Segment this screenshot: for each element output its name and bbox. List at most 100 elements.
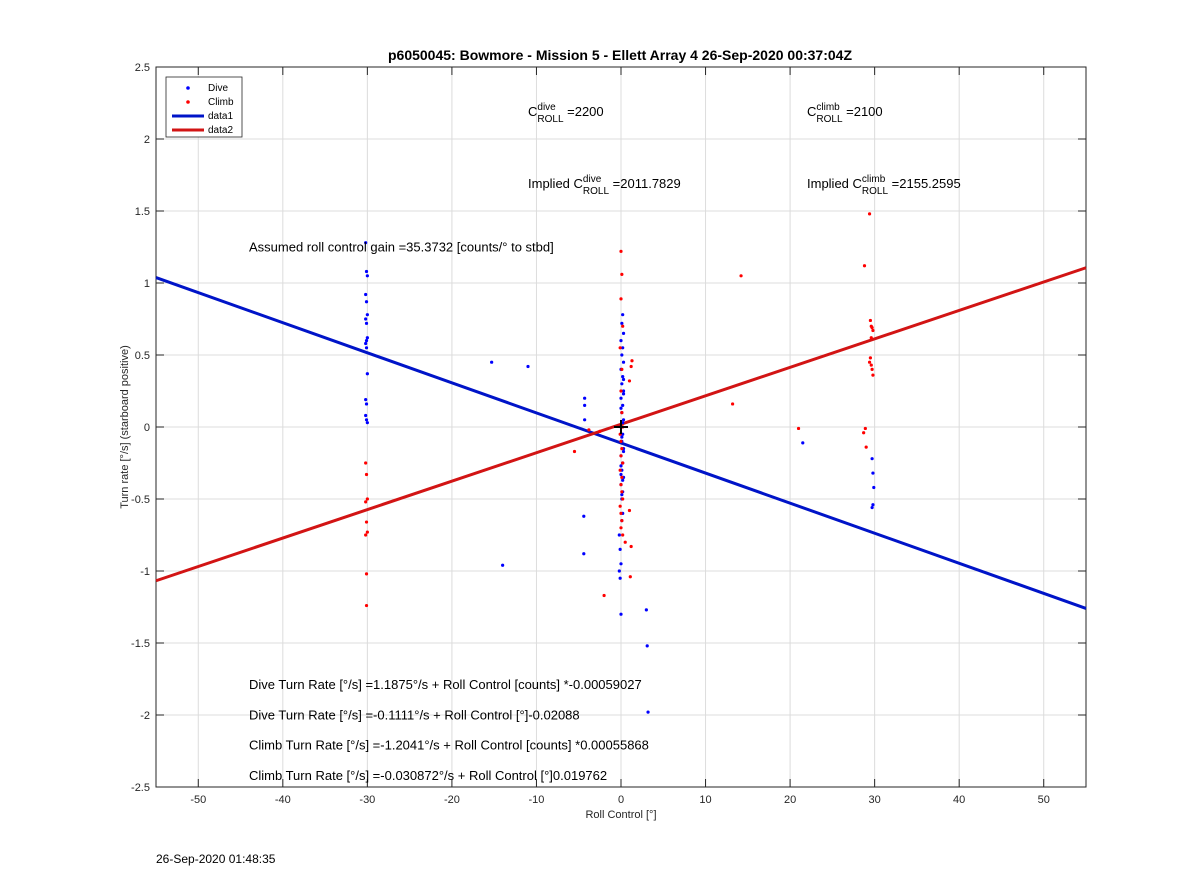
data-point-dive — [620, 321, 624, 325]
data-point-climb — [629, 364, 633, 369]
data-point-dive — [619, 464, 623, 468]
annotation-cclimb: Cclimb ROLL =2100 — [807, 102, 883, 125]
data-point-climb — [623, 540, 627, 544]
data-point-climb — [628, 575, 632, 579]
data-point-climb — [620, 519, 624, 523]
data-point-dive — [619, 406, 623, 410]
data-point-dive — [364, 346, 369, 350]
data-point-dive — [621, 313, 625, 317]
data-point-dive — [364, 413, 368, 418]
data-point-climb — [364, 572, 369, 576]
x-tick-label: 50 — [1038, 794, 1050, 806]
y-tick-label: -2 — [140, 710, 150, 722]
tick-layer: -50 -40 -30 -20 -10 0 10 20 30 40 50-2.5-2-1.5-1-0… — [131, 62, 1086, 806]
annotation-eq2: Dive Turn Rate [°/s] =-0.1111°/s + Roll … — [249, 707, 580, 722]
data-point-dive — [621, 375, 625, 379]
y-tick-label: 2 — [144, 134, 150, 146]
data-point-dive — [364, 398, 368, 402]
data-point-climb — [620, 411, 624, 415]
x-tick-label: -40 — [275, 794, 291, 806]
data-point-dive — [620, 435, 624, 439]
data-point-climb — [867, 360, 872, 364]
annotation-cdive: Cdive ROLL =2200 — [528, 102, 604, 125]
data-point-dive — [365, 274, 369, 278]
data-point-climb — [869, 363, 873, 367]
data-point-climb — [618, 504, 622, 508]
data-point-climb — [621, 497, 625, 501]
x-tick-label: 20 — [784, 794, 796, 806]
data-point-climb — [862, 431, 866, 435]
data-point-climb — [620, 475, 624, 479]
data-point-climb — [731, 402, 735, 406]
data-point-dive — [872, 485, 876, 490]
legend-label-dive: Dive — [208, 83, 228, 94]
data-point-dive — [871, 503, 875, 507]
data-point-dive — [620, 353, 624, 357]
data-point-dive — [365, 421, 369, 425]
data-point-climb — [572, 449, 577, 454]
data-point-climb — [618, 468, 622, 472]
data-point-climb — [868, 356, 873, 360]
data-point-dive — [364, 341, 368, 346]
data-point-dive — [870, 457, 874, 461]
data-point-climb — [868, 318, 873, 323]
x-tick-label: -50 — [190, 794, 206, 806]
annotation-layer: Cdive ROLL =2200 Cclimb ROLL =2100 Implied C… — [249, 102, 961, 783]
data-point-climb — [619, 483, 623, 487]
data-point-dive — [526, 364, 530, 369]
data-point-climb — [796, 426, 801, 431]
data-point-dive — [365, 313, 369, 317]
data-point-dive — [621, 403, 625, 407]
data-point-climb — [619, 249, 623, 253]
data-point-dive — [621, 449, 626, 454]
data-point-climb — [365, 497, 369, 501]
data-point-climb — [621, 324, 625, 328]
data-point-climb — [587, 428, 591, 432]
y-axis-label: Turn rate [°/s] (starboard positive) — [119, 345, 131, 509]
data-point-dive — [364, 300, 369, 304]
x-axis-label: Roll Control [°] — [585, 809, 656, 821]
data-point-climb — [864, 445, 868, 449]
data-point-dive — [583, 396, 587, 400]
x-tick-label: 30 — [869, 794, 881, 806]
data-point-dive — [621, 346, 625, 350]
data-point-climb — [870, 326, 874, 330]
data-point-climb — [619, 511, 623, 515]
annotation-eq3: Climb Turn Rate [°/s] =-1.2041°/s + Roll… — [249, 738, 649, 753]
data-point-climb — [739, 274, 743, 278]
data-point-climb — [364, 500, 368, 504]
data-point-climb — [620, 272, 624, 276]
y-tick-label: 1.5 — [135, 206, 150, 218]
legend-box — [165, 76, 243, 138]
data-point-climb — [621, 461, 625, 465]
data-point-dive — [621, 389, 626, 393]
data-point-climb — [627, 379, 632, 383]
data-point-dive — [619, 612, 623, 616]
data-point-dive — [619, 562, 623, 566]
data-point-dive — [870, 506, 874, 510]
data-point-dive — [618, 547, 622, 552]
data-point-dive — [646, 710, 650, 714]
y-tick-label: 0 — [144, 422, 150, 434]
y-tick-label: -1 — [140, 566, 150, 578]
x-tick-label: 0 — [618, 794, 624, 806]
data-point-dive — [365, 372, 369, 376]
data-point-dive — [364, 418, 369, 422]
legend-label-data1: data1 — [208, 111, 233, 122]
data-point-climb — [602, 593, 606, 598]
data-point-dive — [871, 471, 875, 475]
data-point-dive — [617, 569, 621, 573]
data-point-dive — [364, 317, 368, 321]
data-point-climb — [869, 336, 873, 340]
legend-marker-climb — [186, 100, 190, 104]
data-point-climb — [871, 373, 875, 377]
data-point-climb — [365, 530, 369, 534]
data-point-dive — [583, 418, 587, 422]
data-point-climb — [364, 533, 368, 537]
annotation-gain: Assumed roll control gain =35.3732 [coun… — [249, 239, 554, 254]
annotation-iclimb: Implied Cclimb ROLL =2155.2595 — [807, 174, 961, 197]
data-point-dive — [364, 339, 369, 343]
data-point-dive — [619, 396, 623, 400]
x-tick-label: 40 — [953, 794, 965, 806]
